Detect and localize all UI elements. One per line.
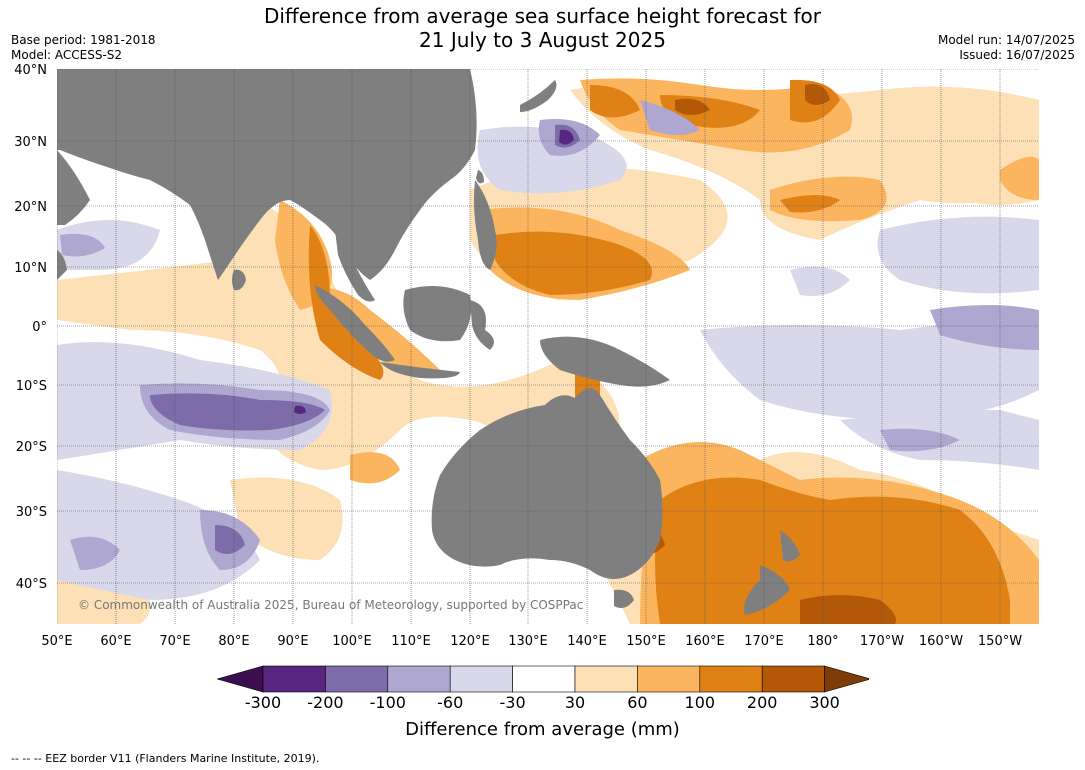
graticule [57,69,1039,624]
colorbar-tick-label: 60 [627,693,648,712]
lat-label: 40°S [16,577,47,592]
meta-right: Model run: 14/07/2025 Issued: 16/07/2025 [938,33,1075,63]
taiwan [476,170,484,184]
philippines [474,180,497,270]
lat-label: 20°N [14,200,47,215]
colorbar-segment [699,665,763,693]
lat-label: 30°N [14,135,47,150]
australia [431,388,663,579]
sea-surface-height-map: © Commonwealth of Australia 2025, Bureau… [14,63,1039,649]
new-guinea [540,336,670,387]
lon-label: 50°E [41,634,72,649]
title-line-2: 21 July to 3 August 2025 [419,28,666,52]
malay-peninsula [335,230,375,302]
sulawesi [470,300,494,350]
asia-mainland [57,69,477,280]
colorbar-segment [761,665,825,693]
lat-label: 20°S [16,440,47,455]
colorbar-segment [512,665,576,693]
land-masses [57,69,800,615]
colorbar-tick-label: -60 [437,693,464,712]
colorbar-extend-min [217,665,264,693]
africa-horn [57,250,67,280]
colorbar-tick-label: -300 [244,693,282,712]
colorbar-segment [637,665,701,693]
latitude-labels: 40°N 30°N 20°N 10°N 0° 10°S 20°S 30°S 40… [14,63,47,592]
lon-label: 70°E [159,634,190,649]
borneo [403,286,472,342]
copyright-text: © Commonwealth of Australia 2025, Bureau… [78,598,583,612]
model-run: Model run: 14/07/2025 [937,33,1075,47]
lon-label: 170°E [744,634,784,649]
colorbar-tick-label: -200 [307,693,344,712]
lon-label: 150°W [978,634,1022,649]
colorbar-segment [262,665,326,693]
tasmania [614,589,634,608]
lat-label: 40°N [14,63,47,78]
colorbar-tick-label: 300 [809,693,840,712]
lon-label: 170°W [860,634,904,649]
colorbar-extend-max [824,665,869,693]
anomaly-minus200-minus300-regions [294,129,574,414]
base-period: Base period: 1981-2018 [11,33,156,47]
lat-label: 10°N [14,261,47,276]
colorbar-tick-label: -100 [369,693,406,712]
lon-label: 100°E [332,634,372,649]
colorbar-tick-label: 200 [746,693,778,712]
japan [520,80,557,112]
lon-label: 60°E [100,634,131,649]
colorbar-tick-label: 30 [564,693,586,712]
colorbar-tick-label: -30 [499,693,526,712]
title-line-1: Difference from average sea surface heig… [263,4,822,28]
colorbar-tick-label: 100 [684,693,716,712]
lat-label: 0° [32,320,47,335]
colorbar-segment [387,665,451,693]
java [380,362,460,379]
colorbar-segment [449,665,513,693]
issued-date: Issued: 16/07/2025 [959,48,1075,62]
map-title: Difference from average sea surface heig… [0,4,1085,52]
colorbar [217,665,869,693]
lat-label: 10°S [16,379,47,394]
colorbar-title: Difference from average (mm) [405,719,680,740]
lon-label: 180° [807,634,838,649]
lon-label: 110°E [391,634,431,649]
sumatra [315,285,395,362]
lat-label: 30°S [16,505,47,520]
meta-left: Base period: 1981-2018 Model: ACCESS-S2 [11,33,156,63]
colorbar-segment [574,665,638,693]
lon-label: 160°W [919,634,963,649]
lon-label: 80°E [218,634,249,649]
lon-label: 140°E [567,634,607,649]
eez-border-legend: -- -- -- EEZ border V11 (Flanders Marine… [11,752,320,765]
lon-label: 130°E [508,634,548,649]
new-zealand-south [744,565,790,615]
new-zealand-north [780,530,800,562]
lon-label: 90°E [277,634,308,649]
longitude-labels: 50°E 60°E 70°E 80°E 90°E 100°E 110°E 120… [41,634,1022,649]
lon-label: 160°E [685,634,725,649]
lon-label: 150°E [626,634,666,649]
model-name: Model: ACCESS-S2 [11,48,123,62]
sri-lanka [232,269,246,291]
lon-label: 120°E [450,634,490,649]
colorbar-segment [325,665,389,693]
